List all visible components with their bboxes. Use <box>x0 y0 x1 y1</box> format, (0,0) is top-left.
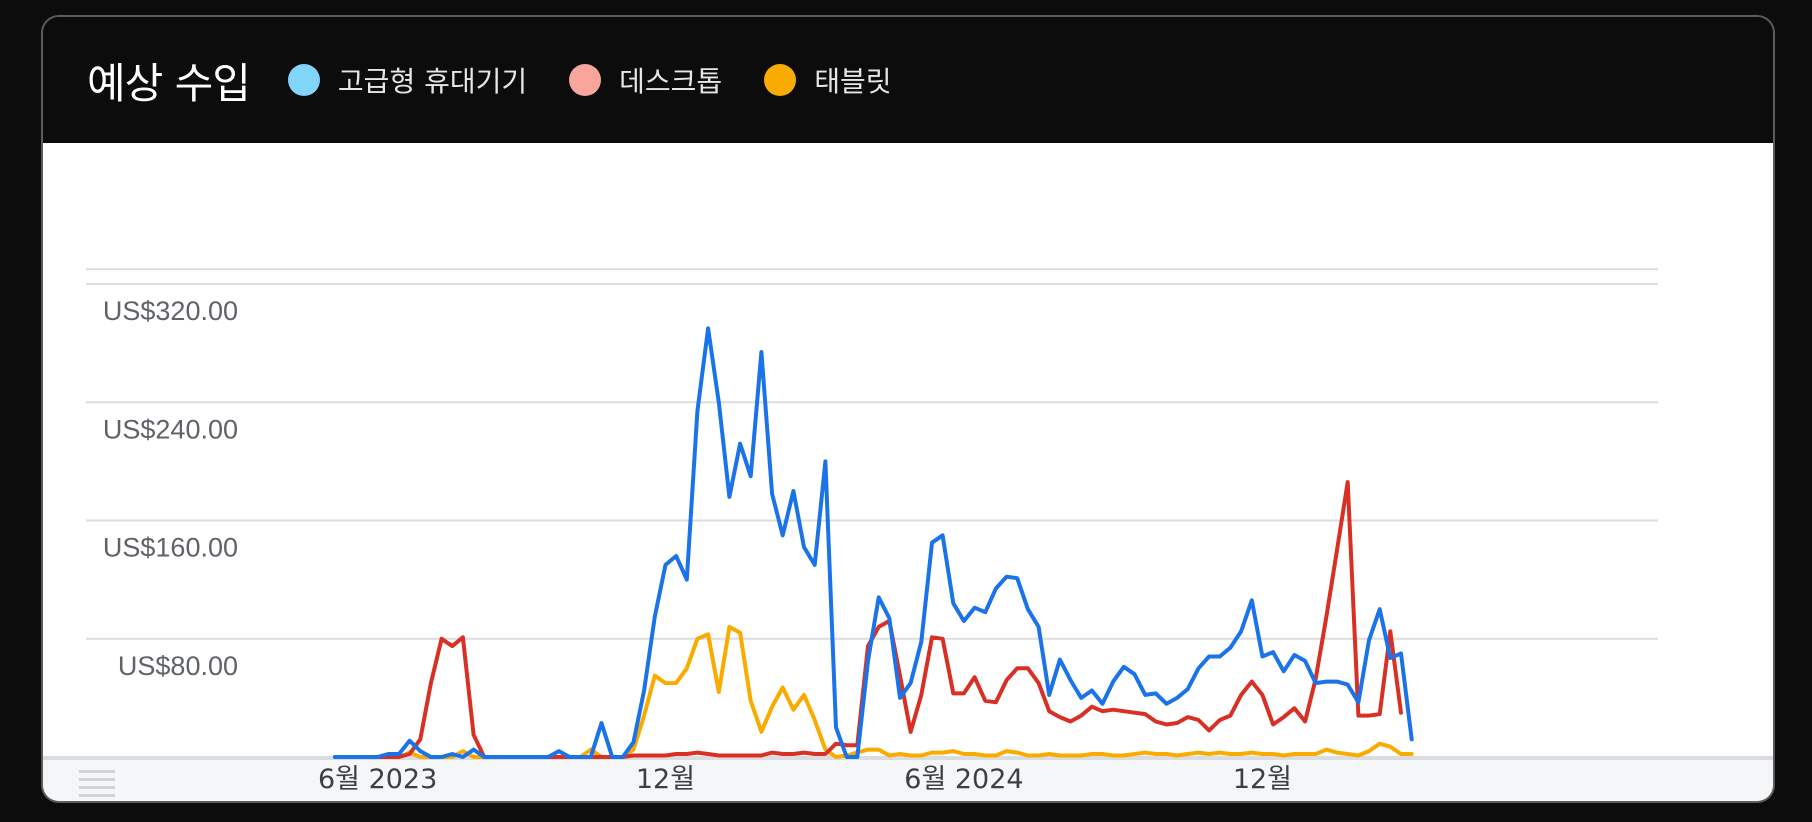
x-axis-bar <box>43 758 1773 801</box>
y-tick-label: US$320.00 <box>103 296 238 326</box>
line-chart: US$80.00 US$160.00 US$240.00 US$320.00 6월 20… <box>43 268 1773 795</box>
legend-item-desktop[interactable]: 데스크톱 <box>569 60 722 100</box>
legend-item-mobile[interactable]: 고급형 휴대기기 <box>287 60 528 100</box>
legend-item-tablet[interactable]: 태블릿 <box>764 60 891 100</box>
x-tick-label: 12월 <box>1233 764 1292 795</box>
plot-area: US$80.00 US$160.00 US$240.00 US$320.00 6월 20… <box>43 143 1773 801</box>
y-tick-label: US$240.00 <box>103 414 238 444</box>
legend: 고급형 휴대기기 데스크톱 태블릿 <box>287 60 934 100</box>
chart-card: 예상 수입 고급형 휴대기기 데스크톱 태블릿 US$80.00 US$160.0… <box>41 15 1775 803</box>
legend-label-mobile: 고급형 휴대기기 <box>337 65 528 98</box>
chart-title: 예상 수입 <box>87 58 251 108</box>
series-line-desktop <box>333 480 1403 759</box>
legend-label-desktop: 데스크톱 <box>619 65 723 98</box>
legend-dot-desktop <box>569 64 602 96</box>
legend-dot-mobile <box>287 64 320 96</box>
legend-dot-tablet <box>764 64 797 96</box>
x-tick-label: 12월 <box>636 764 695 795</box>
y-tick-label: US$160.00 <box>103 533 238 563</box>
x-tick-label: 6월 2023 <box>318 764 437 795</box>
x-tick-label: 6월 2024 <box>904 764 1023 795</box>
chart-header: 예상 수입 고급형 휴대기기 데스크톱 태블릿 <box>43 17 1773 143</box>
y-tick-label: US$80.00 <box>118 651 238 681</box>
menu-lines-icon[interactable] <box>79 770 115 800</box>
series-line-mobile <box>333 326 1414 759</box>
series-line-tablet <box>333 624 1414 759</box>
legend-label-tablet: 태블릿 <box>814 65 892 98</box>
